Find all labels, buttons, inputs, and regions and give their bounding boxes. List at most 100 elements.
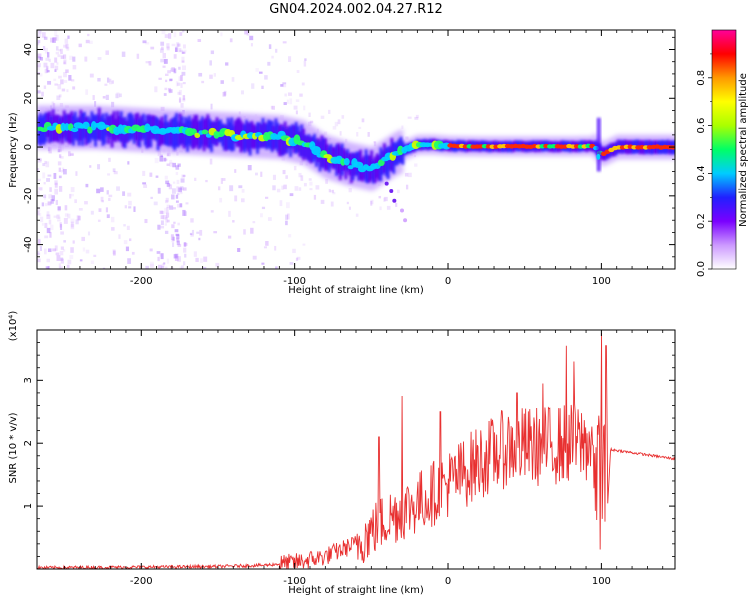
- spectrogram-noise-speck: [59, 224, 63, 231]
- spectrogram-noise-speck: [94, 101, 97, 107]
- spectrogram-noise-speck: [54, 83, 58, 86]
- spectrogram-noise-speck: [78, 208, 83, 211]
- spectrogram-noise-speck: [373, 141, 377, 147]
- spectrogram-noise-speck: [54, 30, 58, 37]
- spectrogram-noise-speck: [143, 184, 148, 188]
- spectrogram-noise-speck: [270, 105, 274, 109]
- spectrogram-noise-speck: [282, 169, 286, 175]
- spectrogram-body-strip: [94, 115, 98, 147]
- spectrogram-noise-speck: [182, 98, 186, 102]
- spectrogram-noise-speck: [320, 199, 325, 204]
- spectrogram-noise-speck: [234, 195, 238, 202]
- spectrogram-noise-speck: [108, 80, 113, 85]
- spectrogram-noise-speck: [171, 188, 176, 194]
- spectrogram-marks: [37, 30, 675, 269]
- spectrogram-noise-speck: [169, 205, 174, 210]
- spectrogram-noise-speck: [329, 190, 334, 193]
- spectrogram-noise-speck: [64, 213, 69, 217]
- spectrogram-noise-speck: [167, 88, 171, 92]
- spectrogram-noise-speck: [102, 267, 106, 269]
- spectrogram-noise-speck: [358, 126, 362, 129]
- spectrogram-noise-speck: [334, 121, 339, 127]
- spectrogram-noise-speck: [295, 110, 298, 115]
- spectrogram-noise-speck: [170, 68, 173, 72]
- spectrogram-noise-speck: [150, 196, 153, 199]
- spectrogram-noise-speck: [313, 194, 317, 200]
- spectrogram-noise-speck: [308, 121, 312, 127]
- spectrogram-noise-speck: [148, 61, 152, 66]
- spectrogram-noise-speck: [267, 61, 271, 66]
- spectrogram-noise-speck: [46, 211, 50, 217]
- spectrogram-noise-speck: [63, 72, 67, 78]
- spectrogram-noise-speck: [191, 229, 195, 235]
- spectrogram-noise-speck: [37, 42, 40, 46]
- spectrogram-noise-speck: [309, 181, 313, 186]
- spectrogram-noise-speck: [60, 79, 64, 85]
- spectrogram-noise-speck: [164, 266, 168, 269]
- spectrogram-noise-speck: [183, 247, 187, 253]
- spectrogram-noise-speck: [59, 222, 62, 228]
- spectrogram-noise-speck: [219, 197, 223, 203]
- spectrogram-noise-speck: [163, 59, 167, 65]
- spectrogram-noise-speck: [286, 202, 290, 209]
- spectrogram-noise-speck: [154, 157, 159, 164]
- snr-y-scale-label: (x10⁴): [8, 311, 19, 342]
- spectrogram-noise-speck: [166, 43, 170, 49]
- spectrogram-noise-speck: [100, 187, 104, 192]
- spectrogram-noise-speck: [149, 261, 154, 267]
- spectrogram-noise-speck: [384, 196, 388, 202]
- spectrogram-noise-speck: [289, 262, 294, 265]
- spectrogram-noise-speck: [37, 53, 42, 59]
- spectrogram-noise-speck: [167, 70, 171, 74]
- chart-title: GN04.2024.002.04.27.R12: [269, 2, 443, 17]
- spectrogram-noise-speck: [281, 185, 284, 190]
- spectrogram-noise-speck: [157, 224, 161, 230]
- spectrogram-noise-speck: [193, 251, 197, 257]
- spectrogram-noise-speck: [42, 172, 46, 179]
- spectrogram-noise-speck: [167, 219, 170, 223]
- spectrogram-noise-speck: [166, 204, 171, 209]
- spectrogram-noise-speck: [175, 47, 178, 52]
- spectrogram-noise-speck: [136, 53, 140, 59]
- spectrogram-noise-speck: [169, 159, 173, 165]
- spectrogram-noise-speck: [37, 40, 41, 44]
- spectrogram-noise-speck: [247, 165, 252, 171]
- spectrogram-noise-speck: [81, 236, 85, 242]
- colorbar-tick-label: 0.4: [696, 165, 707, 181]
- spectrogram-y-tick-label: 20: [23, 92, 34, 105]
- spectrogram-noise-speck: [175, 165, 180, 170]
- spectrogram-noise-speck: [176, 192, 180, 196]
- spectrogram-noise-speck: [54, 188, 59, 195]
- spectrogram-noise-speck: [166, 258, 170, 264]
- spectrogram-noise-speck: [271, 55, 274, 59]
- spectrogram-noise-speck: [210, 103, 213, 110]
- spectrogram-noise-speck: [149, 172, 153, 177]
- spectrogram-noise-speck: [261, 206, 266, 210]
- spectrogram-body-strip: [167, 121, 171, 147]
- spectrogram-noise-speck: [51, 101, 55, 107]
- spectrogram-body-strip: [202, 119, 206, 152]
- spectrogram-noise-speck: [39, 56, 43, 61]
- spectrogram-x-tick-label: 100: [592, 276, 611, 287]
- spectrogram-noise-speck: [89, 40, 93, 45]
- spectrogram-noise-speck: [177, 222, 180, 226]
- spectrogram-noise-speck: [52, 248, 57, 252]
- spectrogram-noise-speck: [38, 30, 42, 34]
- spectrogram-noise-speck: [46, 227, 51, 234]
- spectrogram-noise-speck: [160, 253, 164, 260]
- spectrogram-noise-speck: [289, 98, 293, 105]
- spectrogram-noise-speck: [175, 233, 180, 236]
- spectrogram-noise-speck: [168, 33, 172, 39]
- spectrogram-noise-speck: [255, 68, 259, 72]
- spectrogram-noise-speck: [288, 56, 292, 62]
- spectrogram-noise-speck: [67, 35, 70, 39]
- spectrogram-body-strip: [156, 118, 160, 151]
- spectrogram-noise-speck: [265, 196, 269, 199]
- spectrogram-noise-speck: [123, 240, 128, 245]
- spectrogram-noise-speck: [395, 202, 398, 207]
- spectrogram-noise-speck: [165, 217, 168, 223]
- spectrogram-noise-speck: [348, 206, 351, 210]
- spectrogram-noise-speck: [106, 77, 110, 83]
- spectrogram-noise-speck: [170, 234, 174, 240]
- spectrogram-noise-speck: [63, 217, 68, 224]
